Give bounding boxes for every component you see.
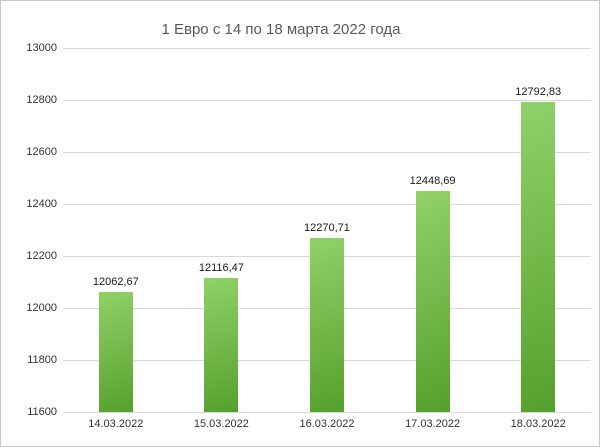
gridline xyxy=(63,412,591,413)
gridline xyxy=(63,204,591,205)
x-tick-label: 15.03.2022 xyxy=(193,418,249,430)
bar xyxy=(204,278,239,412)
x-tick-label: 16.03.2022 xyxy=(299,418,355,430)
y-tick-label: 12800 xyxy=(26,94,57,106)
bar-value-label: 12270,71 xyxy=(304,222,350,234)
y-tick-label: 11600 xyxy=(27,406,57,418)
x-axis: 14.03.2022 15.03.2022 16.03.2022 17.03.2022… xyxy=(63,418,591,436)
bar xyxy=(98,292,133,412)
y-axis: 13000 12800 12600 12400 12200 12000 11800 11600 xyxy=(1,42,57,418)
x-tick-label: 14.03.2022 xyxy=(88,418,144,430)
y-tick-label: 12400 xyxy=(26,198,57,210)
bar-value-label: 12448,69 xyxy=(409,175,456,187)
chart-title: 1 Евро с 14 по 18 марта 2022 года xyxy=(161,21,401,38)
bar xyxy=(521,102,556,412)
y-tick-label: 11800 xyxy=(27,354,57,366)
y-tick-label: 12000 xyxy=(26,302,57,314)
plot-area: 12062,67 12116,47 12270,71 12448,69 12792,83 xyxy=(63,48,591,413)
gridline xyxy=(63,152,591,153)
bar xyxy=(310,238,344,412)
bar-value-label: 12792,83 xyxy=(515,86,562,98)
x-tick-label: 17.03.2022 xyxy=(405,418,461,430)
y-tick-label: 12200 xyxy=(26,250,57,262)
bar xyxy=(415,191,450,412)
x-tick-label: 18.03.2022 xyxy=(510,418,566,430)
gridline xyxy=(63,48,591,49)
gridline xyxy=(63,100,591,101)
y-tick-label: 13000 xyxy=(26,42,57,54)
bar-value-label: 12062,67 xyxy=(92,276,139,288)
bar-value-label: 12116,47 xyxy=(198,262,244,274)
y-tick-label: 12600 xyxy=(26,146,57,158)
